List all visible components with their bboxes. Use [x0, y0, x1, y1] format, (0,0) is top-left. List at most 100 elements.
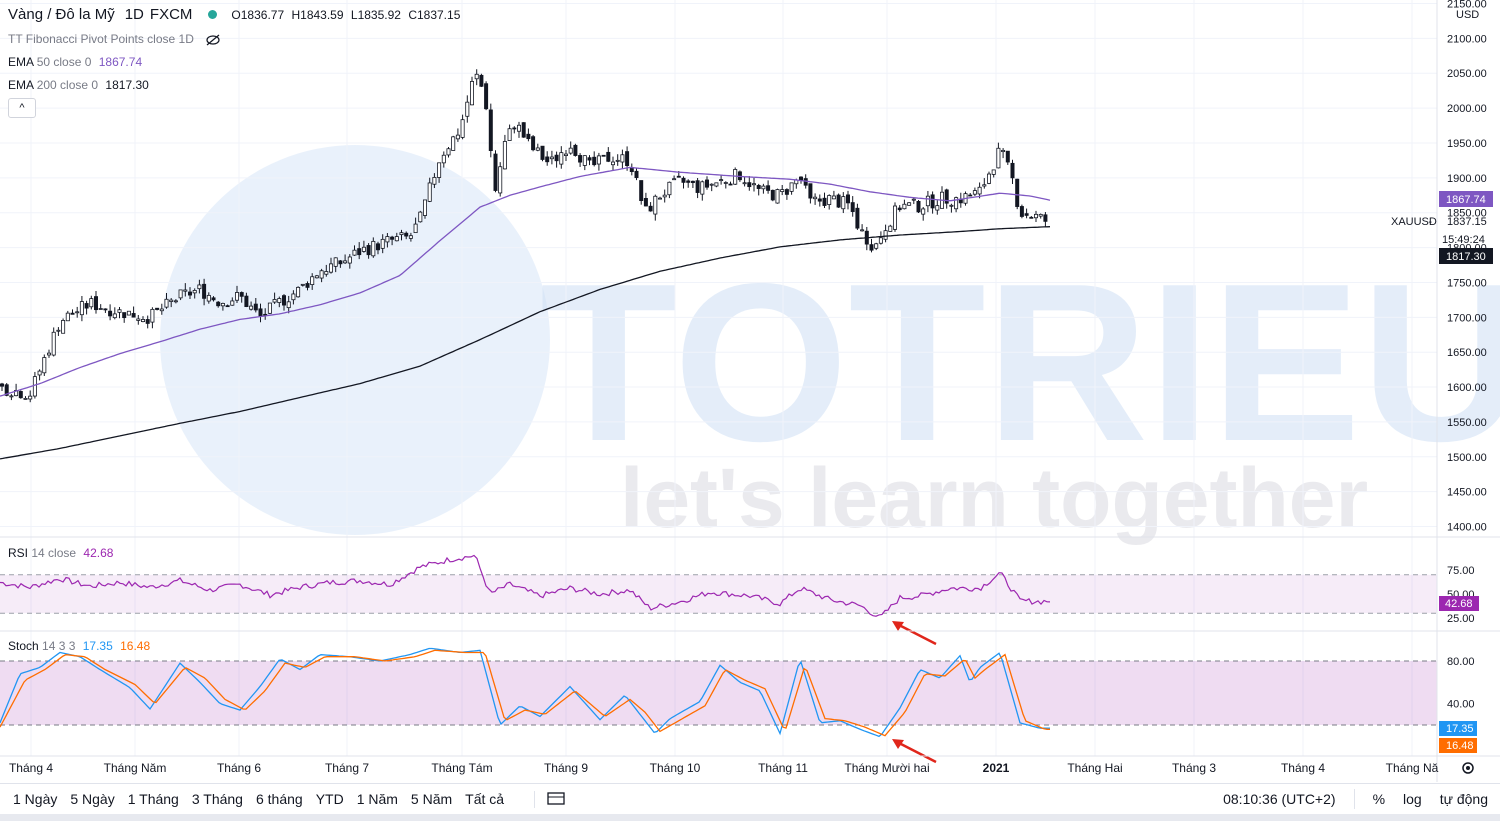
log-toggle[interactable]: log [1403, 791, 1422, 807]
range-1y-button[interactable]: 1 Năm [356, 791, 398, 807]
eye-hidden-icon[interactable] [205, 34, 221, 46]
candle [921, 208, 926, 215]
candle [230, 300, 235, 306]
stoch-d-tag [1439, 738, 1477, 753]
stoch-k-tag [1439, 721, 1477, 736]
candle [531, 136, 536, 151]
candle [559, 152, 564, 165]
candle [277, 298, 282, 303]
candle [484, 83, 489, 110]
time-tick-label: Tháng 4 [9, 761, 53, 775]
range-3m-button[interactable]: 3 Tháng [191, 791, 243, 807]
range-ytd-button[interactable]: YTD [315, 791, 344, 807]
gear-icon[interactable] [1462, 762, 1474, 774]
candle [944, 189, 949, 204]
date-range-icon[interactable] [534, 790, 565, 808]
candle [611, 161, 616, 166]
candle [991, 169, 996, 175]
time-tick-label: Tháng 4 [1281, 761, 1325, 775]
collapse-legend-button[interactable]: ^ [8, 98, 36, 118]
price-tick-label: 1400.00 [1447, 522, 1487, 534]
candle [596, 155, 601, 165]
ema200-legend[interactable]: EMA 200 close 0 1817.30 [8, 78, 149, 92]
stoch-axis[interactable]: 80.00 40.00 [1447, 656, 1475, 711]
rsi-legend[interactable]: RSI 14 close 42.68 [8, 546, 114, 560]
range-all-button[interactable]: Tất cả [465, 791, 505, 807]
candle [568, 147, 573, 154]
candle [187, 291, 192, 296]
time-tick-label: Tháng 7 [325, 761, 369, 775]
currency-label[interactable]: USD [1456, 9, 1479, 21]
candle [658, 197, 663, 200]
candle [169, 299, 174, 302]
candle [51, 331, 56, 356]
candle [37, 370, 42, 376]
candle [770, 189, 775, 201]
chart-canvas[interactable]: TOTRIEU let's learn together 2150.00 2100… [0, 0, 1500, 782]
percent-toggle[interactable]: % [1372, 791, 1386, 807]
candle [474, 73, 479, 80]
stoch-k-line [0, 647, 1050, 738]
candle [874, 243, 879, 249]
candle [977, 186, 982, 195]
rsi-line [0, 554, 1051, 617]
range-5d-button[interactable]: 5 Ngày [70, 791, 115, 807]
candle [709, 183, 714, 186]
candle [155, 307, 160, 310]
range-1m-button[interactable]: 1 Tháng [127, 791, 179, 807]
candle [841, 196, 846, 210]
range-1d-button[interactable]: 1 Ngày [13, 791, 58, 807]
candle [258, 308, 263, 317]
bottom-toolbar: 1 Ngày 5 Ngày 1 Tháng 3 Tháng 6 tháng YT… [0, 783, 1500, 814]
stoch-legend[interactable]: Stoch 14 3 3 17.35 16.48 [8, 639, 151, 653]
clock-label[interactable]: 08:10:36 (UTC+2) [1223, 791, 1336, 807]
candle [639, 180, 644, 201]
candle [272, 299, 277, 303]
ema50-legend[interactable]: EMA 50 close 0 1867.74 [8, 55, 143, 69]
candle [587, 157, 592, 161]
time-axis[interactable]: Tháng 4 Tháng Năm Tháng 6 Tháng 7 Tháng Tám T… [9, 761, 1439, 775]
candle [56, 329, 61, 332]
time-tick-label: 2021 [983, 761, 1010, 775]
candle [855, 207, 860, 229]
candle [42, 357, 47, 374]
price-tick-label: 2100.00 [1447, 33, 1487, 45]
symbol-name[interactable]: Vàng / Đô la Mỹ [8, 6, 115, 23]
auto-toggle[interactable]: tự động [1439, 791, 1488, 807]
range-5y-button[interactable]: 5 Năm [410, 791, 453, 807]
candle [70, 312, 75, 315]
time-tick-label: Tháng Mười hai [844, 761, 929, 775]
candle [554, 154, 559, 162]
price-tick-label: 2050.00 [1447, 68, 1487, 80]
exchange-label[interactable]: FXCM [149, 6, 193, 23]
price-tick-label: 1500.00 [1447, 452, 1487, 464]
candle [150, 308, 155, 323]
candle [211, 297, 216, 301]
candle [375, 243, 380, 251]
candle [314, 275, 319, 279]
time-tick-label: Tháng Hai [1067, 761, 1122, 775]
candle [789, 182, 794, 192]
price-tick-label: 1750.00 [1447, 277, 1487, 289]
interval-label[interactable]: 1D [124, 6, 144, 23]
candle [545, 156, 550, 163]
candle [32, 376, 37, 397]
fib-pivot-legend[interactable]: TT Fibonacci Pivot Points close 1D [8, 32, 221, 46]
candle [192, 290, 197, 294]
candle [117, 309, 122, 313]
time-tick-label: Tháng 3 [1172, 761, 1216, 775]
candle [827, 195, 832, 205]
symbol-header[interactable]: Vàng / Đô la Mỹ 1D FXCM O1836.77 H1843.5… [8, 6, 460, 23]
range-6m-button[interactable]: 6 tháng [255, 791, 303, 807]
candle [592, 156, 597, 166]
candle [878, 237, 883, 244]
candle [206, 294, 211, 302]
candle [860, 229, 865, 232]
candle [1010, 162, 1015, 179]
candle [968, 194, 973, 197]
candle [239, 292, 244, 297]
candle [216, 301, 221, 307]
candle [23, 397, 28, 400]
rsi-arrow-icon [898, 623, 937, 646]
